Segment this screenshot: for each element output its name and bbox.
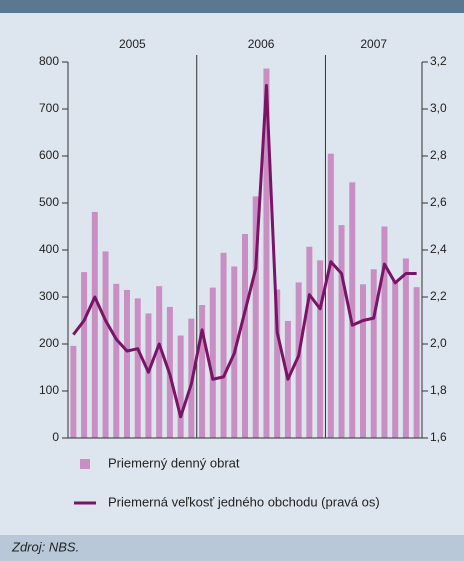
bar — [338, 225, 345, 438]
bar — [81, 272, 88, 438]
bar — [177, 335, 184, 438]
y2-tick-label: 2,8 — [430, 148, 447, 162]
y-tick-label: 400 — [39, 242, 59, 256]
bar — [295, 282, 302, 438]
y2-tick-label: 2,0 — [430, 336, 447, 350]
bar — [263, 68, 270, 438]
group-label: 2006 — [248, 37, 275, 51]
bar — [381, 226, 388, 438]
bar — [209, 287, 216, 438]
y2-tick-label: 3,2 — [430, 54, 447, 68]
bar — [220, 252, 227, 438]
bar — [70, 345, 77, 438]
legend-swatch — [80, 459, 90, 469]
header-bar — [0, 0, 464, 13]
y-tick-label: 200 — [39, 336, 59, 350]
bar — [349, 182, 356, 438]
y-tick-label: 500 — [39, 195, 59, 209]
bar — [113, 283, 120, 438]
bar — [402, 258, 409, 438]
bar — [360, 284, 366, 438]
bar — [370, 269, 377, 438]
bar — [199, 304, 206, 438]
y2-tick-label: 2,2 — [430, 289, 447, 303]
bar — [274, 289, 281, 438]
bar — [134, 298, 141, 438]
bar — [306, 246, 313, 438]
y-tick-label: 300 — [39, 289, 59, 303]
bar — [124, 289, 130, 438]
bar — [252, 196, 259, 438]
y2-tick-label: 1,8 — [430, 383, 447, 397]
legend-label: Priemerný denný obrat — [108, 455, 240, 470]
y-tick-label: 0 — [52, 430, 59, 444]
y2-tick-label: 3,0 — [430, 101, 447, 115]
source: Zdroj: NBS. — [11, 539, 79, 554]
group-label: 2005 — [119, 37, 146, 51]
y-tick-label: 100 — [39, 383, 59, 397]
bar — [327, 153, 334, 438]
line — [72, 84, 417, 419]
bar — [156, 286, 163, 438]
bar — [91, 211, 98, 438]
bar — [242, 234, 248, 438]
legend-label: Priemerná veľkosť jedného obchodu (pravá… — [108, 494, 380, 509]
y2-tick-label: 2,4 — [430, 242, 447, 256]
y-tick-label: 700 — [39, 101, 59, 115]
y-tick-label: 600 — [39, 148, 59, 162]
y2-tick-label: 2,6 — [430, 195, 447, 209]
y2-tick-label: 1,6 — [430, 430, 447, 444]
bar — [392, 281, 399, 438]
y-tick-label: 800 — [39, 54, 59, 68]
bar — [102, 251, 109, 438]
bar — [413, 287, 420, 438]
bar — [145, 313, 152, 438]
footer-bar — [0, 535, 464, 561]
group-label: 2007 — [360, 37, 387, 51]
bar — [317, 260, 324, 438]
